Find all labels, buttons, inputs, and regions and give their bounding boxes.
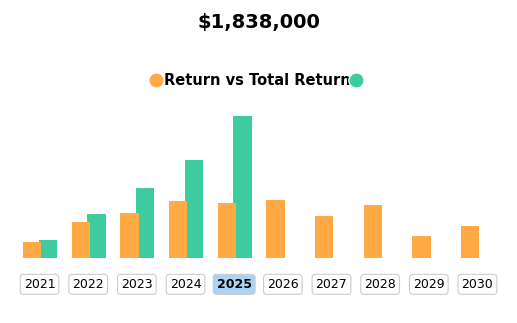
Bar	[39, 240, 57, 258]
Bar	[412, 235, 431, 258]
Text: 2025: 2025	[217, 278, 252, 291]
Text: 2021: 2021	[24, 278, 55, 291]
Text: 2030: 2030	[462, 278, 493, 291]
Text: 2028: 2028	[364, 278, 396, 291]
Bar	[461, 226, 479, 258]
Bar	[185, 161, 203, 258]
Bar	[266, 200, 285, 258]
Text: 2024: 2024	[170, 278, 201, 291]
Bar	[71, 223, 90, 258]
Text: $1,838,000: $1,838,000	[197, 13, 320, 32]
Bar	[87, 214, 106, 258]
Legend: Return vs Total Return, : Return vs Total Return,	[147, 67, 370, 94]
Bar	[169, 201, 187, 258]
Bar	[218, 203, 236, 258]
Bar	[136, 188, 155, 258]
Bar	[315, 216, 333, 258]
Text: 2027: 2027	[315, 278, 347, 291]
Text: 2023: 2023	[121, 278, 153, 291]
Text: 2026: 2026	[267, 278, 299, 291]
Bar	[23, 242, 41, 258]
Bar	[120, 213, 139, 258]
Bar	[363, 204, 382, 258]
Text: 2022: 2022	[72, 278, 104, 291]
Text: 2029: 2029	[413, 278, 445, 291]
Bar	[233, 116, 252, 258]
